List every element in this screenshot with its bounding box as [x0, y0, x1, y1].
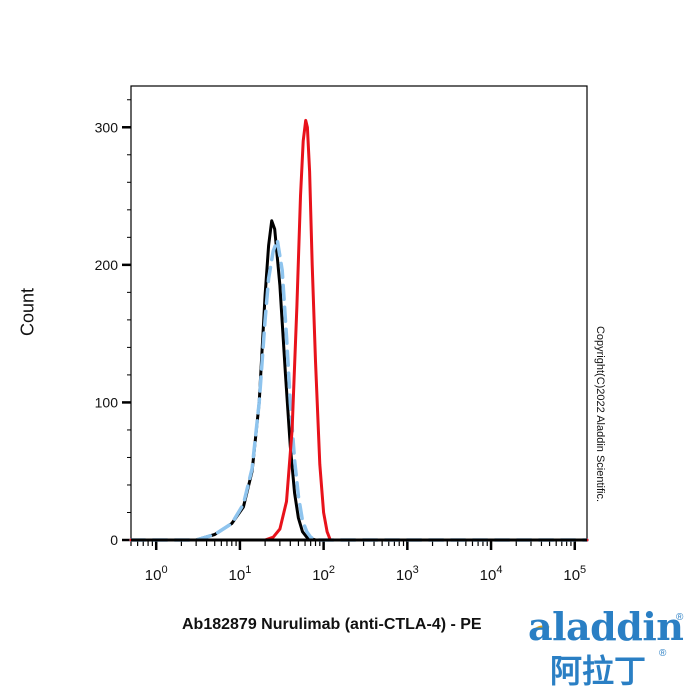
x-tick-label: 102 [312, 564, 335, 584]
plot-frame [130, 85, 588, 541]
logo-swoosh-icon [530, 625, 550, 637]
x-tick-label: 100 [145, 564, 168, 584]
aladdin-logo: aladdin ® 阿拉丁 ® [528, 604, 688, 690]
series-line-2 [129, 238, 589, 542]
x-tick-label: 101 [229, 564, 252, 584]
y-tick-label: 0 [110, 532, 118, 548]
x-axis-label: Ab182879 Nurulimab (anti-CTLA-4) - PE [182, 616, 482, 633]
copyright-text: Copyright(C)2022 Aladdin Scientific. [594, 325, 606, 503]
x-axis-ticks: 100 101 102 103 104 105 [130, 540, 586, 584]
logo-registered-mark-2: ® [659, 648, 667, 659]
histogram-series [129, 118, 589, 542]
x-tick-label: 105 [563, 564, 586, 584]
series-line-1 [129, 219, 589, 542]
logo-wordmark: aladdin [528, 604, 684, 649]
x-tick-label: 103 [396, 564, 419, 584]
series-line-3 [129, 118, 589, 542]
y-tick-label: 100 [95, 394, 119, 410]
y-tick-label: 300 [95, 119, 119, 135]
logo-chinese-wordmark: 阿拉丁 [550, 652, 647, 690]
y-axis-ticks: 0 100 200 300 [95, 119, 131, 548]
x-tick-label: 104 [480, 564, 503, 584]
y-axis-label: Count [17, 287, 38, 337]
y-tick-label: 200 [95, 257, 119, 273]
logo-registered-mark: ® [676, 612, 684, 623]
